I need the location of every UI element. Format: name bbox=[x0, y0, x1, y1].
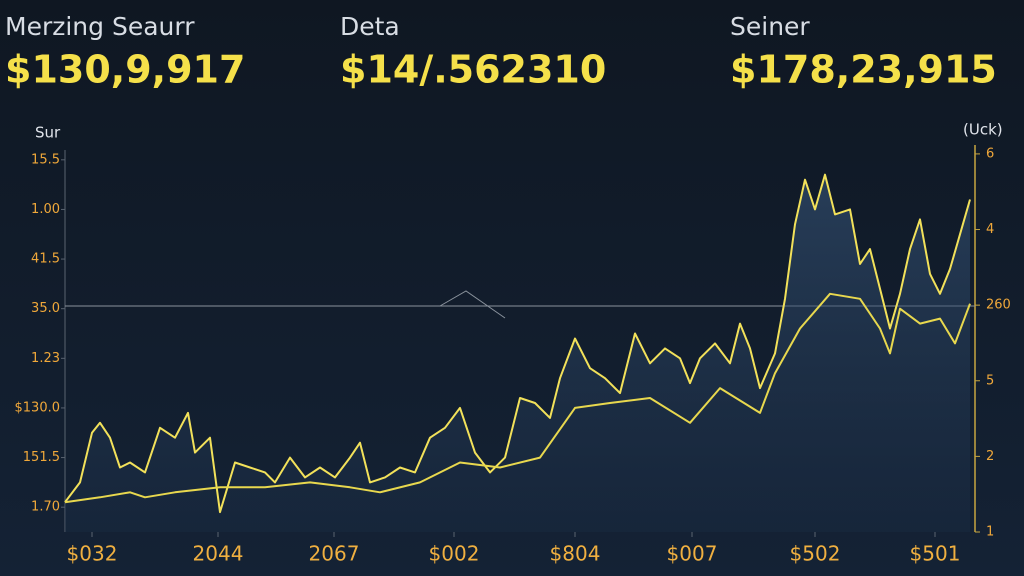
stat-value: $178,23,915 bbox=[730, 48, 997, 92]
y-tick-label: 35.0 bbox=[31, 301, 60, 316]
x-tick-label: $007 bbox=[667, 542, 718, 566]
y2-tick-label: 5 bbox=[986, 373, 994, 388]
stat-label: Seiner bbox=[730, 12, 810, 41]
y-tick-label: 1.23 bbox=[31, 351, 60, 366]
y2-tick-label: 1 bbox=[986, 525, 994, 540]
y2-tick-label: 260 bbox=[986, 298, 1011, 313]
y-tick-label: 15.5 bbox=[31, 152, 60, 167]
x-tick-label: $002 bbox=[429, 542, 480, 566]
x-tick-label: 2044 bbox=[193, 542, 244, 566]
stat-label: Deta bbox=[340, 12, 400, 41]
y2-tick-label: 6 bbox=[986, 146, 994, 161]
plot: 1.70 151.5 $130.0 1.23 35.0 41.5 1.00 15.5 1 2 5 26… bbox=[15, 146, 1011, 565]
x-tick-label: $501 bbox=[910, 542, 961, 566]
y-axis-label: Sur bbox=[35, 124, 61, 142]
x-tick-label: $502 bbox=[790, 542, 841, 566]
y2-axis-label: (Uck) bbox=[963, 121, 1003, 139]
area bbox=[65, 174, 970, 532]
x-tick-label: $032 bbox=[67, 542, 118, 566]
y-tick-label: $130.0 bbox=[15, 400, 61, 415]
x-tick-label: $804 bbox=[550, 542, 601, 566]
stats: Merzing Seaurr $130,9,917 Deta $14/.562310 S… bbox=[5, 12, 997, 92]
stat-label: Merzing Seaurr bbox=[5, 12, 195, 41]
stat-value: $130,9,917 bbox=[5, 48, 245, 92]
y-tick-label: 41.5 bbox=[31, 252, 60, 267]
y-tick-label: 151.5 bbox=[23, 450, 60, 465]
line bbox=[64, 173, 971, 514]
y2-tick-label: 2 bbox=[986, 449, 994, 464]
stat-value: $14/.562310 bbox=[340, 48, 606, 92]
y-tick-label: 1.70 bbox=[31, 500, 60, 515]
y2-tick-label: 4 bbox=[986, 222, 994, 237]
y-tick-label: 1.00 bbox=[31, 202, 60, 217]
x-tick-label: 2067 bbox=[309, 542, 360, 566]
cursor-marker bbox=[439, 290, 506, 319]
line bbox=[64, 292, 971, 504]
